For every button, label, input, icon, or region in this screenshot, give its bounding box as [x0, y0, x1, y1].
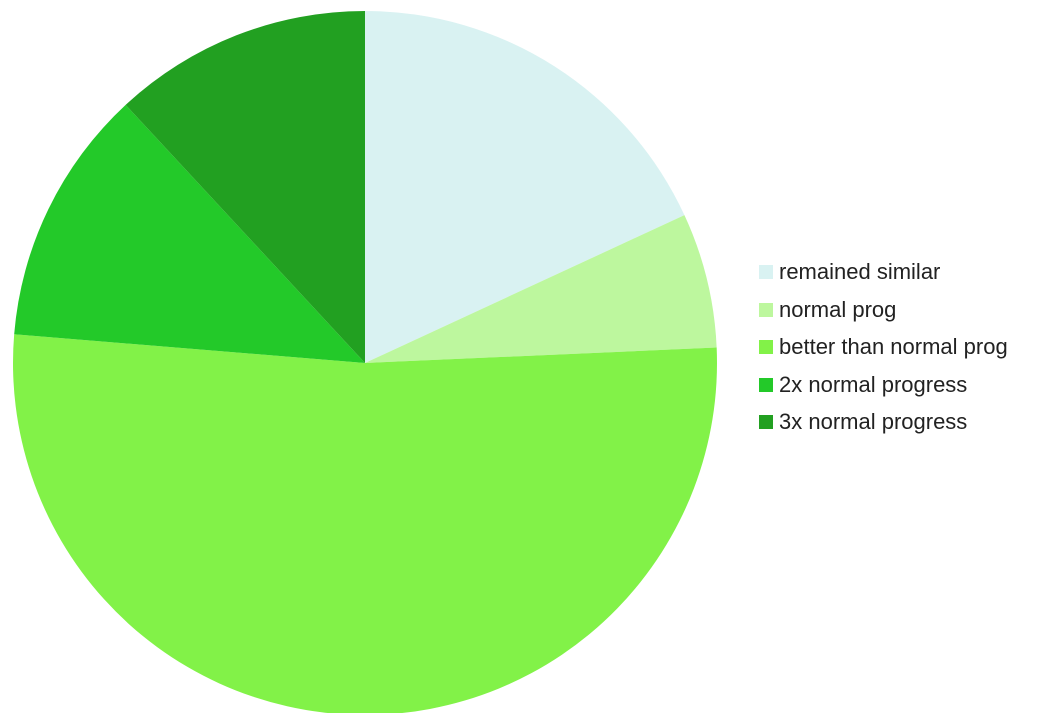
legend-item: remained similar [759, 257, 1056, 287]
pie-slice-normal-prog [365, 215, 717, 363]
legend-label: 2x normal progress [779, 371, 968, 397]
pie-plot [13, 11, 717, 713]
legend-label: 3x normal progress [779, 409, 968, 434]
legend-swatch [759, 377, 773, 392]
legend-item: better than normal prog [759, 332, 1056, 362]
legend-item: 3x normal progress [759, 407, 1056, 437]
legend-swatch [759, 415, 773, 429]
legend-item: 2x normal progress [759, 370, 1056, 400]
legend: remained similar normal prog better than n… [759, 257, 1056, 445]
legend-item: normal prog [759, 295, 1056, 325]
pie-slice-remained-similar [365, 11, 685, 363]
legend-swatch [759, 265, 773, 279]
pie-slice-2x-normal-progress [14, 104, 365, 363]
pie-slice-3x-normal-progress [125, 11, 365, 363]
legend-label: normal prog [779, 296, 897, 322]
legend-swatch [759, 302, 773, 317]
legend-swatch [759, 340, 773, 354]
legend-label: better than normal prog [779, 334, 1008, 359]
legend-label: remained similar [779, 259, 941, 284]
pie-slice-better-than-normal-prog [13, 334, 717, 713]
